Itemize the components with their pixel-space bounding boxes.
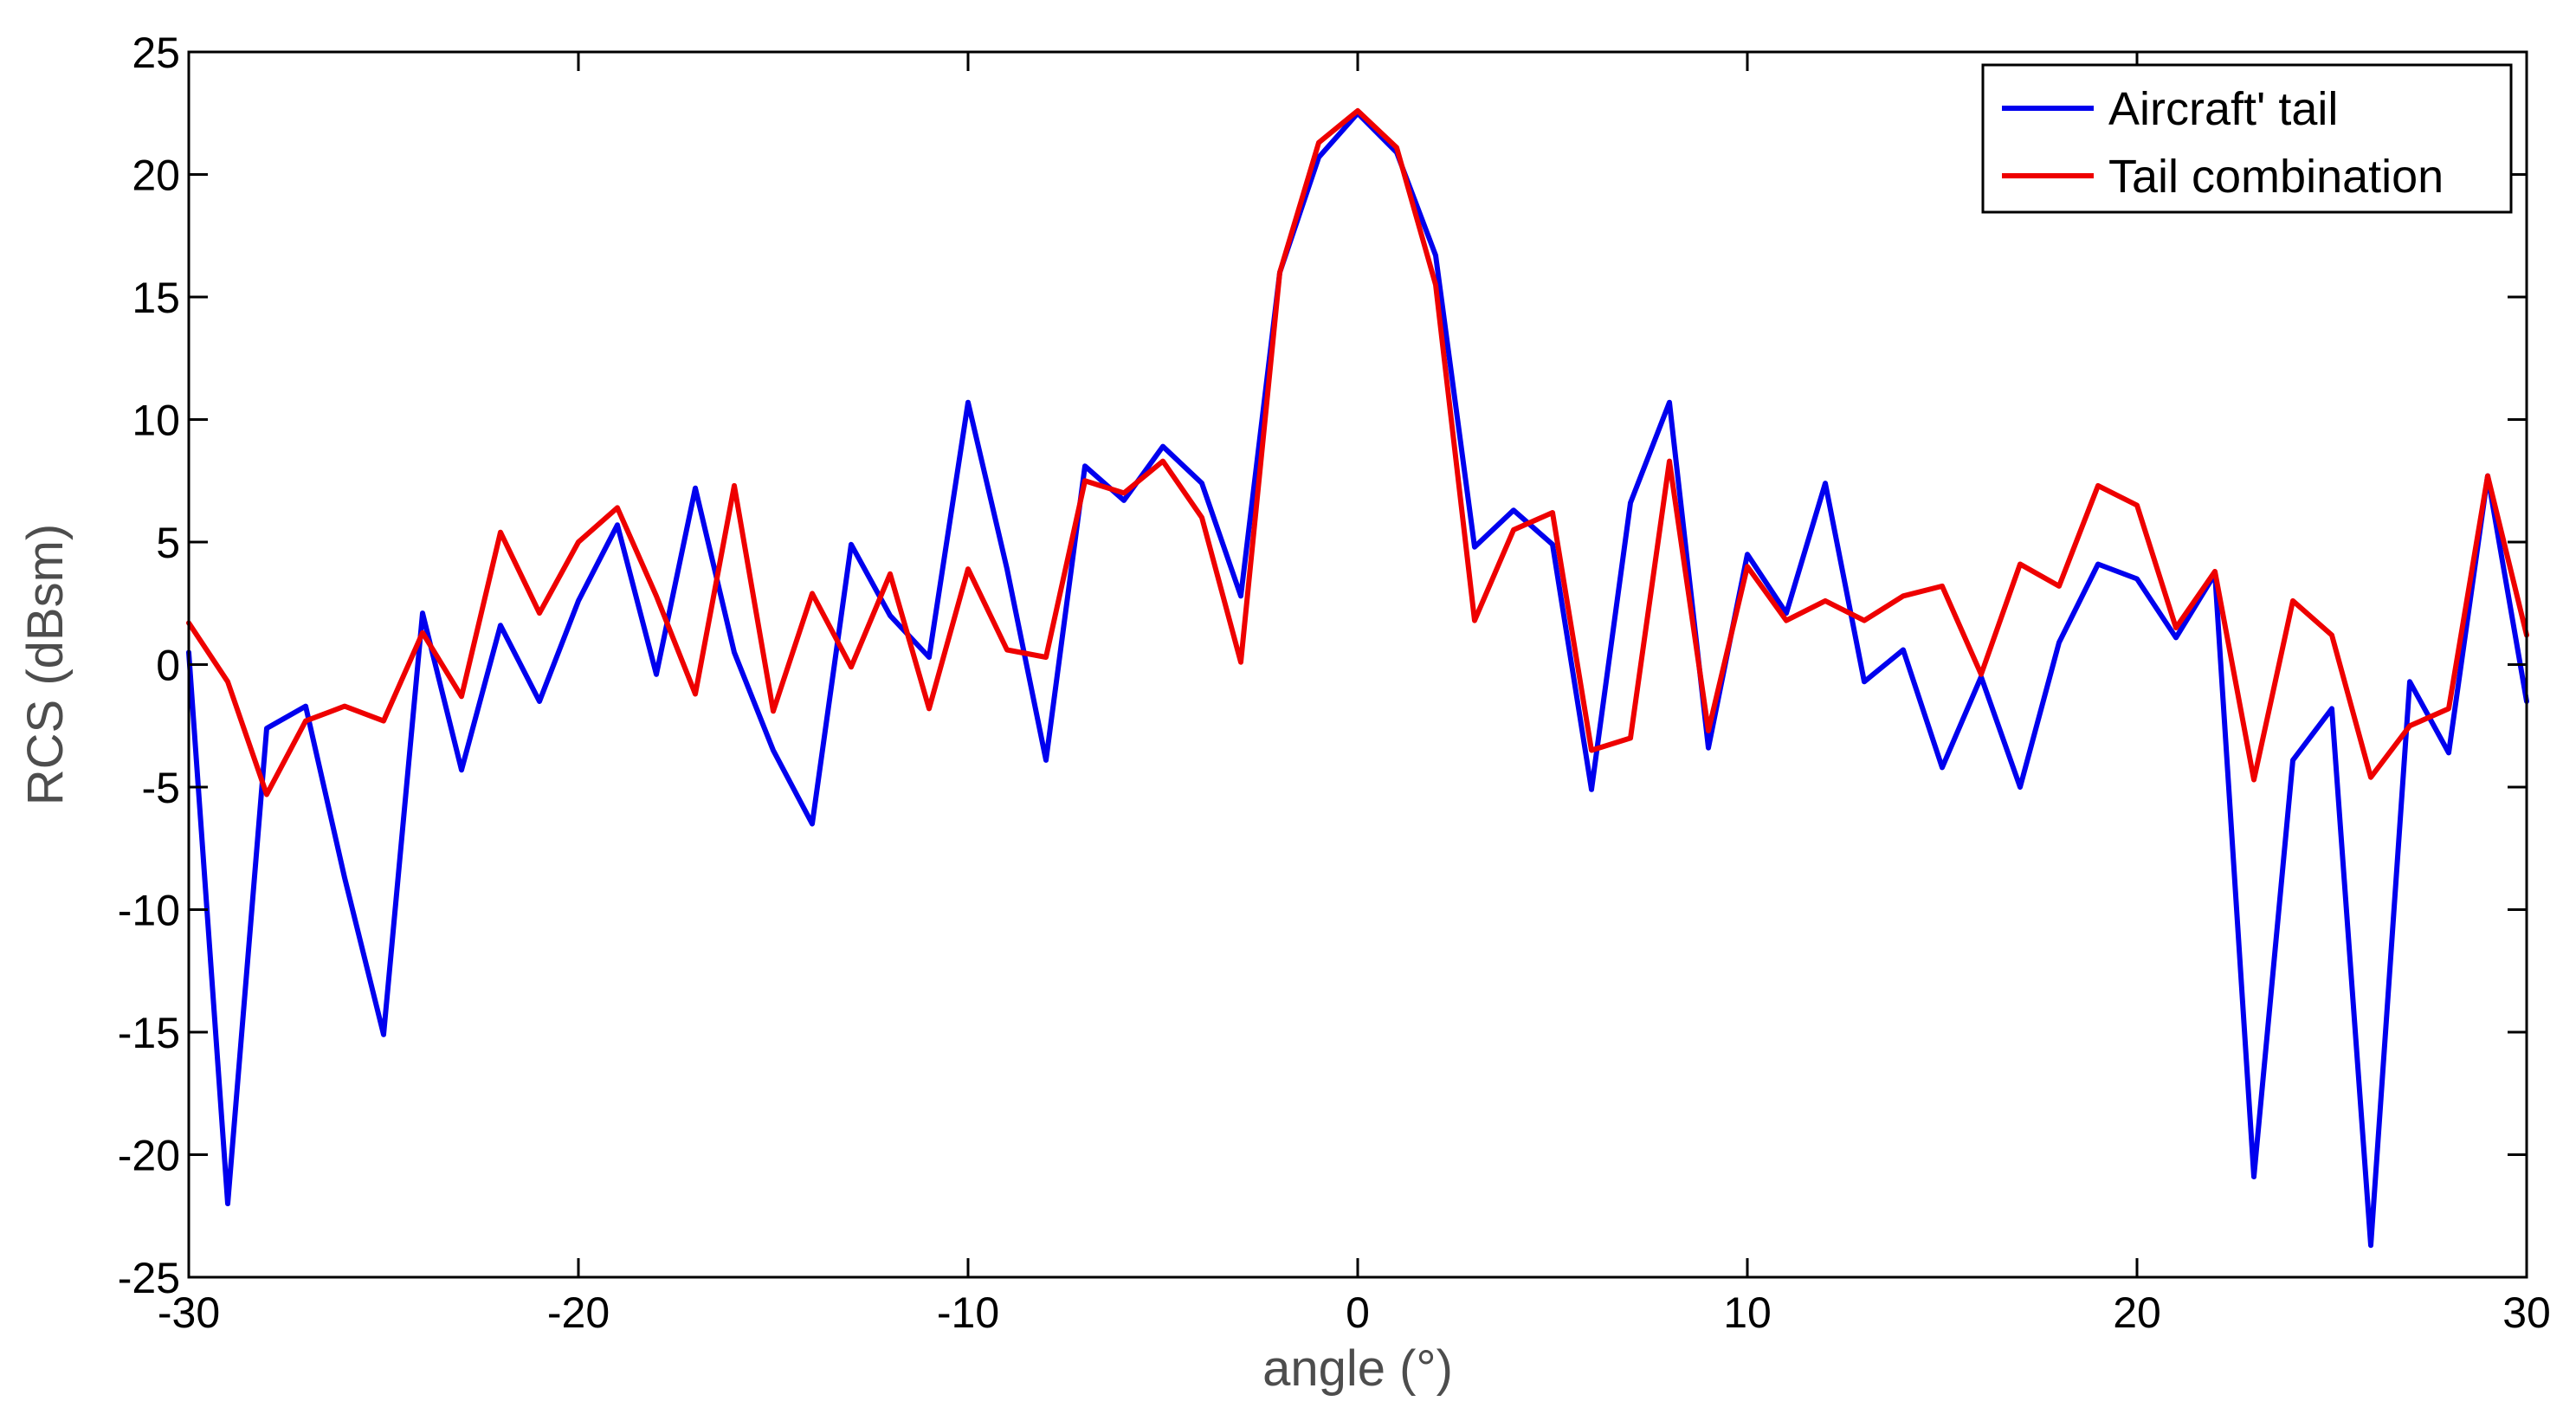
y-tick-label: 5	[156, 519, 180, 567]
y-tick-label: -20	[118, 1132, 180, 1180]
x-tick-label: -20	[547, 1288, 610, 1337]
x-tick-label: -10	[937, 1288, 999, 1337]
y-tick-label: -25	[118, 1254, 180, 1302]
x-tick-label: 30	[2502, 1288, 2551, 1337]
y-tick-label: 20	[132, 152, 180, 200]
y-tick-label: -15	[118, 1009, 180, 1057]
series-line-2	[186, 107, 2529, 797]
y-tick-label: -5	[142, 764, 180, 812]
legend-label-2: Tail combination	[2108, 151, 2444, 203]
x-tick-label: 10	[1723, 1288, 1772, 1337]
y-tick-label: 25	[132, 29, 180, 77]
y-tick-label: 15	[132, 274, 180, 322]
y-tick-label: -10	[118, 887, 180, 935]
plot-background	[189, 52, 2527, 1277]
series-layer	[186, 107, 2529, 1249]
y-tick-label: 10	[132, 397, 180, 445]
plot-area	[189, 52, 2527, 1277]
y-tick-label: 0	[156, 642, 180, 690]
legend: Aircraft' tail Tail combination	[1981, 63, 2513, 214]
x-tick-label: -30	[158, 1288, 220, 1337]
legend-label-1: Aircraft' tail	[2108, 83, 2338, 135]
axes-layer: -30 -20 -10 0 10 20 30 25 20 15 10 5 0 -5 -10 -15 -20 -25	[118, 29, 2551, 1337]
x-tick-label: 0	[1346, 1288, 1370, 1337]
legend-box	[1981, 63, 2513, 214]
y-axis-label: RCS (dBsm)	[17, 524, 74, 805]
x-axis-label: angle (°)	[1262, 1340, 1453, 1397]
x-tick-label: 20	[2113, 1288, 2161, 1337]
